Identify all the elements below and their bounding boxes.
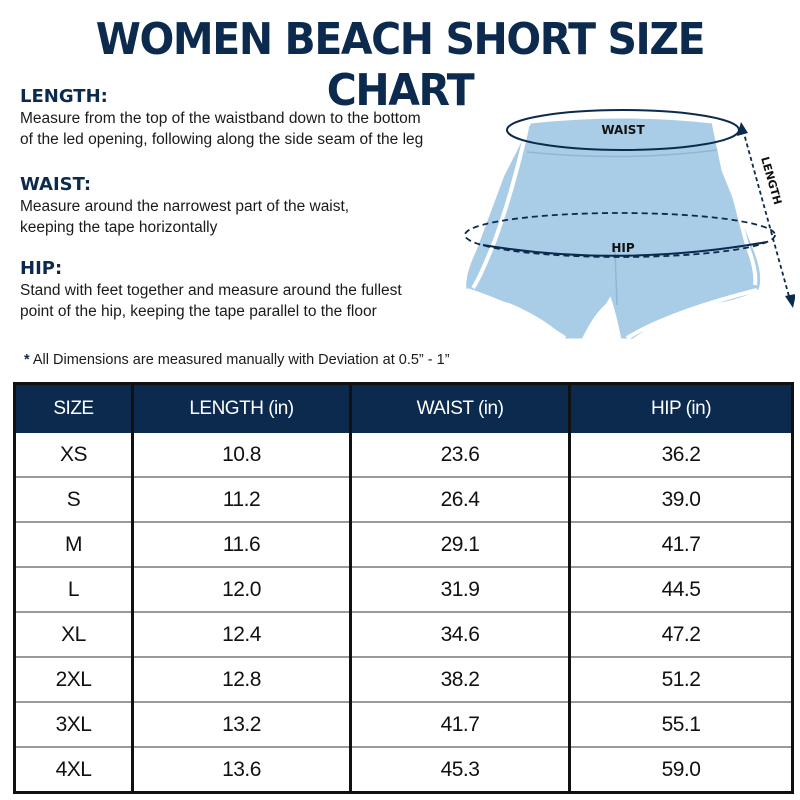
cell-length: 13.6 bbox=[131, 746, 352, 793]
page-title: WOMEN BEACH SHORT SIZE CHART bbox=[95, 14, 706, 116]
asterisk-icon: * bbox=[24, 352, 30, 368]
cell-length: 13.2 bbox=[131, 701, 352, 747]
table-row: XS 10.8 23.6 36.2 bbox=[13, 433, 794, 477]
waist-text-line-1: Measure around the narrowest part of the… bbox=[20, 198, 350, 215]
hip-label: HIP bbox=[611, 241, 635, 255]
length-text-line-2: of the led opening, following along the … bbox=[20, 131, 424, 148]
cell-size: XL bbox=[13, 611, 134, 657]
measurement-note: * All Dimensions are measured manually w… bbox=[24, 352, 450, 368]
cell-length: 12.0 bbox=[131, 566, 352, 612]
cell-waist: 41.7 bbox=[349, 701, 571, 747]
cell-length: 11.2 bbox=[131, 476, 352, 522]
cell-length: 12.4 bbox=[131, 611, 352, 657]
length-text-line-1: Measure from the top of the waistband do… bbox=[20, 110, 421, 127]
waist-text-line-2: keeping the tape horizontally bbox=[20, 219, 218, 236]
cell-size: L bbox=[13, 566, 134, 612]
length-arrow-bottom-icon bbox=[785, 294, 795, 308]
hip-ellipse bbox=[464, 212, 776, 258]
length-instructions: LENGTH: Measure from the top of the wais… bbox=[20, 86, 423, 150]
left-trim bbox=[471, 127, 529, 290]
hip-text-line-1: Stand with feet together and measure aro… bbox=[20, 282, 402, 299]
waistband-line bbox=[526, 149, 718, 158]
hip-text-line-2: point of the hip, keeping the tape paral… bbox=[20, 303, 377, 320]
length-heading: LENGTH: bbox=[20, 86, 108, 107]
length-arrow-top-icon bbox=[737, 122, 748, 136]
cell-length: 10.8 bbox=[131, 433, 352, 477]
header-length: LENGTH (in) bbox=[131, 383, 352, 433]
table-row: 3XL 13.2 41.7 55.1 bbox=[13, 701, 794, 747]
shorts-illustration: WAIST HIP LENGTH bbox=[463, 109, 795, 342]
cell-hip: 55.1 bbox=[568, 701, 794, 747]
cell-waist: 29.1 bbox=[349, 521, 571, 567]
cell-hip: 36.2 bbox=[568, 433, 794, 477]
header-hip: HIP (in) bbox=[568, 383, 794, 433]
header-waist: WAIST (in) bbox=[349, 383, 571, 433]
cell-waist: 38.2 bbox=[349, 656, 571, 702]
hip-front-line bbox=[482, 241, 768, 257]
cell-size: S bbox=[13, 476, 134, 522]
cell-size: 2XL bbox=[13, 656, 134, 702]
cell-hip: 44.5 bbox=[568, 566, 794, 612]
cell-size: XS bbox=[13, 433, 134, 477]
table-row: 2XL 12.8 38.2 51.2 bbox=[13, 656, 794, 702]
cell-hip: 39.0 bbox=[568, 476, 794, 522]
cell-waist: 26.4 bbox=[349, 476, 571, 522]
cell-size: 3XL bbox=[13, 701, 134, 747]
hem-trim bbox=[466, 288, 758, 340]
waist-instructions: WAIST: Measure around the narrowest part… bbox=[20, 174, 349, 238]
cell-waist: 34.6 bbox=[349, 611, 571, 657]
cell-size: M bbox=[13, 521, 134, 567]
leg-split bbox=[614, 249, 618, 306]
table-row: L 12.0 31.9 44.5 bbox=[13, 566, 794, 612]
cell-size: 4XL bbox=[13, 746, 134, 793]
cell-hip: 51.2 bbox=[568, 656, 794, 702]
note-text: All Dimensions are measured manually wit… bbox=[32, 352, 450, 368]
table-row: S 11.2 26.4 39.0 bbox=[13, 476, 794, 522]
right-trim bbox=[715, 127, 758, 286]
table-row: 4XL 13.6 45.3 59.0 bbox=[13, 746, 794, 793]
cell-hip: 47.2 bbox=[568, 611, 794, 657]
header-size: SIZE bbox=[13, 383, 134, 433]
cell-waist: 31.9 bbox=[349, 566, 571, 612]
waist-heading: WAIST: bbox=[20, 174, 92, 195]
cell-waist: 45.3 bbox=[349, 746, 571, 793]
size-table: SIZE LENGTH (in) WAIST (in) HIP (in) XS … bbox=[13, 382, 794, 794]
table-row: M 11.6 29.1 41.7 bbox=[13, 521, 794, 567]
hip-instructions: HIP: Stand with feet together and measur… bbox=[20, 258, 402, 322]
cell-hip: 59.0 bbox=[568, 746, 794, 793]
table-row: XL 12.4 34.6 47.2 bbox=[13, 611, 794, 657]
length-arrow-line bbox=[742, 129, 791, 301]
cell-hip: 41.7 bbox=[568, 521, 794, 567]
cell-length: 11.6 bbox=[131, 521, 352, 567]
waist-label: WAIST bbox=[601, 123, 645, 137]
table-header-row: SIZE LENGTH (in) WAIST (in) HIP (in) bbox=[13, 383, 794, 433]
hip-heading: HIP: bbox=[20, 258, 63, 279]
cell-waist: 23.6 bbox=[349, 433, 571, 477]
cell-length: 12.8 bbox=[131, 656, 352, 702]
